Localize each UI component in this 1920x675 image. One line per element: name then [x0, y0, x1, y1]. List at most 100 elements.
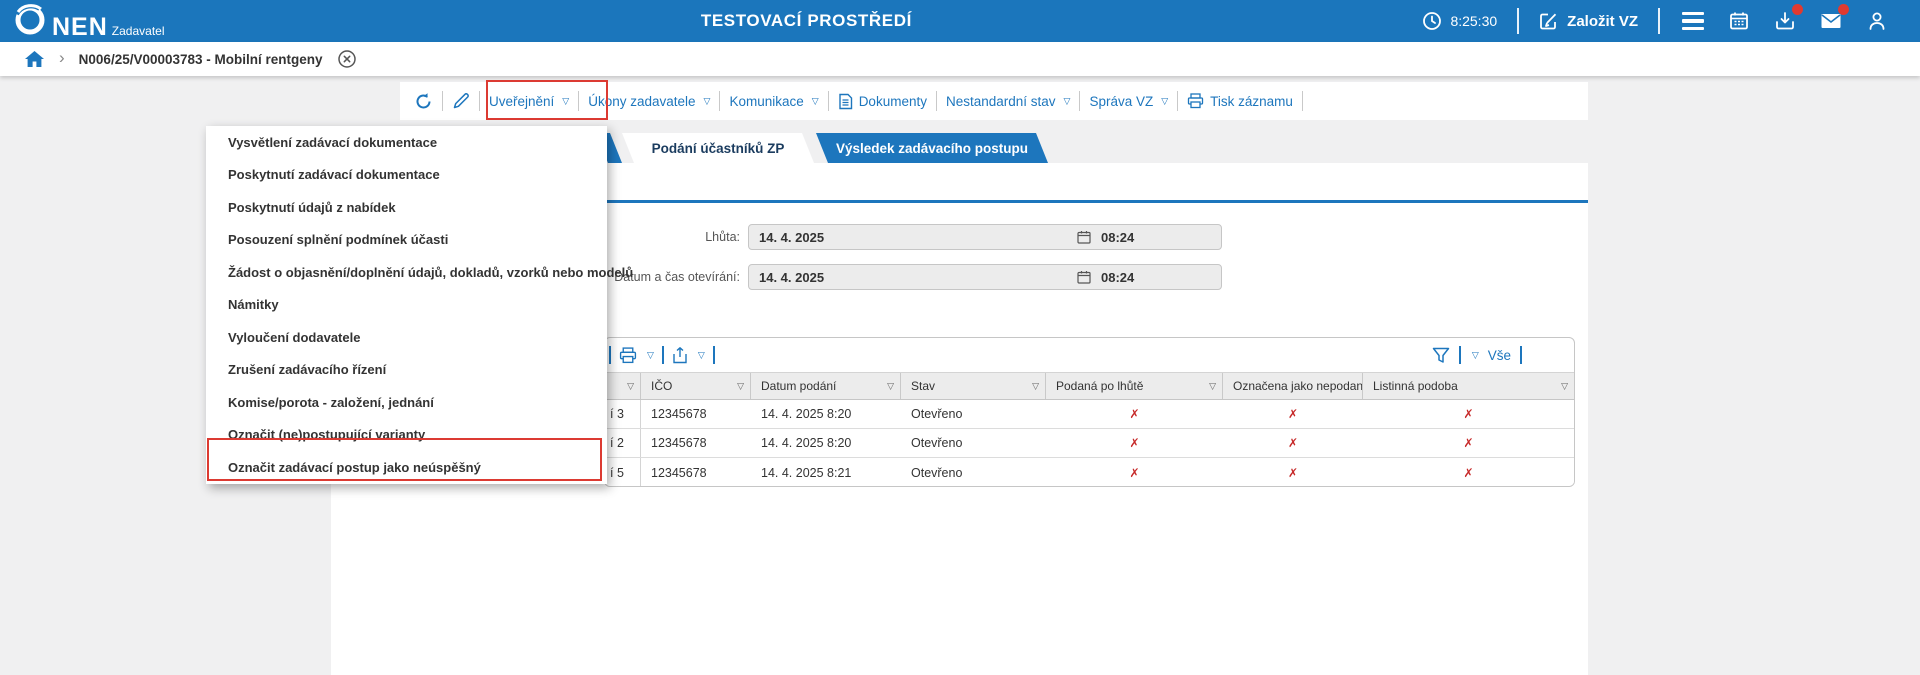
divider: [1517, 8, 1520, 34]
chevron-down-icon: ▽: [1063, 95, 1071, 106]
create-vz-button[interactable]: Založit VZ: [1539, 11, 1638, 31]
menu-item-poskytnuti-udaju[interactable]: Poskytnutí údajů z nabídek: [228, 199, 396, 215]
table-row[interactable]: í 3 12345678 14. 4. 2025 8:20 Otevřeno ✗…: [605, 400, 1574, 429]
chevron-down-icon: ▽: [703, 95, 711, 106]
record-toolbar: Uveřejnění ▽ Úkony zadavatele ▽ Komunikace…: [400, 82, 1588, 120]
column-header-oznacena-jako-nepodana: Označena jako nepodaná▽: [1223, 373, 1363, 399]
date-input[interactable]: 14. 4. 2025: [759, 269, 825, 285]
calendar-button[interactable]: [1726, 8, 1752, 34]
export-icon: [673, 346, 687, 363]
ukony-zadavatele-dropdown: Vysvětlení zadávací dokumentace Poskytnu…: [206, 126, 634, 484]
submissions-table-panel: ▽ ▽ ▽ Vše ▽ IČO ▽ Datum: [604, 337, 1575, 487]
column-header-listinna-podoba: Listinná podoba ▽: [1373, 379, 1568, 393]
cell-x-mark: ✗: [1463, 436, 1474, 450]
cell-name-fragment: í 2: [605, 429, 641, 457]
menu-item-vysvetleni-zd[interactable]: Vysvětlení zadávací dokumentace: [228, 134, 438, 150]
cell-ico: 12345678: [651, 407, 707, 421]
printer-icon: [1188, 93, 1204, 109]
cell-datum-podani: 14. 4. 2025 8:21: [761, 465, 852, 480]
chevron-down-icon[interactable]: ▽: [1471, 349, 1479, 360]
filter-icon[interactable]: ▽: [1561, 380, 1568, 391]
breadcrumb-item[interactable]: N006/25/V00003783 - Mobilní rentgeny: [78, 51, 323, 67]
toolbar-menu-nestandardni-stav[interactable]: Nestandardní stav ▽: [945, 93, 1071, 109]
cell-stav: Otevřeno: [911, 465, 963, 480]
chevron-down-icon[interactable]: ▽: [647, 349, 654, 360]
brand-text: NEN: [52, 13, 108, 41]
filter-icon[interactable]: ▽: [627, 380, 634, 391]
menu-item-poskytnuti-zd[interactable]: Poskytnutí zadávací dokumentace: [228, 167, 440, 183]
edit-button[interactable]: [452, 92, 470, 110]
refresh-button[interactable]: [414, 92, 433, 111]
divider: [578, 91, 580, 111]
table-row[interactable]: í 2 12345678 14. 4. 2025 8:20 Otevřeno ✗…: [605, 429, 1574, 458]
document-icon: [838, 93, 852, 109]
table-row[interactable]: í 5 12345678 14. 4. 2025 8:21 Otevřeno ✗…: [605, 458, 1574, 486]
envelope-icon: [1821, 14, 1841, 28]
toolbar-print-record[interactable]: Tisk záznamu: [1187, 93, 1293, 109]
current-time: 8:25:30: [1450, 13, 1498, 29]
menu-item-komise-porota[interactable]: Komise/porota - založení, jednání: [228, 394, 434, 410]
cell-x-mark: ✗: [1287, 436, 1299, 450]
user-icon: [1869, 12, 1885, 30]
environment-title: TESTOVACÍ PROSTŘEDÍ: [700, 11, 912, 30]
tab-vysledek-postupu[interactable]: Výsledek zadávacího postupu: [816, 133, 1048, 163]
date-input[interactable]: 14. 4. 2025: [759, 229, 825, 245]
menu-item-namitky[interactable]: Námitky: [228, 297, 279, 313]
toolbar-menu-ukony-zadavatele[interactable]: Úkony zadavatele ▽: [588, 93, 711, 109]
toolbar-menu-uverejneni[interactable]: Uveřejnění ▽: [489, 93, 570, 109]
calendar-picker-icon[interactable]: [1077, 270, 1091, 284]
printer-icon: [619, 346, 637, 363]
user-profile-button[interactable]: [1864, 8, 1890, 34]
divider: [1458, 346, 1461, 364]
tab-label: Výsledek zadávacího postupu: [835, 140, 1029, 156]
filter-all-link[interactable]: Vše: [1487, 347, 1511, 363]
calendar-picker-icon[interactable]: [1077, 230, 1091, 244]
cell-x-mark: ✗: [1463, 465, 1474, 480]
table-print-button[interactable]: [619, 346, 637, 364]
tab-label: Podání účastníků ZP: [651, 140, 785, 156]
divider: [442, 91, 443, 111]
menu-item-zruseni-rizeni[interactable]: Zrušení zadávacího řízení: [228, 362, 387, 378]
notification-badge: [1838, 4, 1849, 15]
chevron-down-icon[interactable]: ▽: [697, 349, 705, 360]
filter-icon[interactable]: ▽: [737, 380, 744, 391]
chevron-down-icon: ▽: [562, 95, 570, 106]
chevron-down-icon: ▽: [1161, 95, 1169, 106]
tab-podani-ucastniku[interactable]: Podání účastníků ZP: [622, 133, 814, 163]
toolbar-menu-dokumenty[interactable]: Dokumenty: [838, 93, 927, 110]
time-input[interactable]: 08:24: [1101, 229, 1135, 245]
time-input[interactable]: 08:24: [1101, 269, 1135, 285]
messages-button[interactable]: [1818, 4, 1849, 34]
menu-item-zadost-o-objasneni[interactable]: Žádost o objasnění/doplnění údajů, dokla…: [228, 264, 634, 280]
nen-logo-icon: [14, 4, 45, 35]
divider: [1177, 91, 1179, 111]
toolbar-menu-komunikace[interactable]: Komunikace ▽: [729, 93, 819, 109]
cell-x-mark: ✗: [1129, 436, 1140, 450]
menu-item-posouzeni-podminek[interactable]: Posouzení splnění podmínek účasti: [228, 232, 449, 248]
column-header-ico: IČO ▽: [641, 373, 751, 399]
divider: [719, 91, 721, 111]
field-otevirani: 14. 4. 2025 08:24: [748, 264, 1222, 290]
menu-item-vylouceni-dodavatele[interactable]: Vyloučení dodavatele: [228, 329, 361, 345]
create-vz-label: Založit VZ: [1567, 12, 1638, 30]
main-menu-button[interactable]: [1680, 8, 1706, 34]
filter-funnel-button[interactable]: [1432, 347, 1450, 364]
divider: [827, 91, 829, 111]
inbox-downloads-button[interactable]: [1772, 4, 1803, 34]
menu-item-oznacit-neuspesny[interactable]: Označit zadávací postup jako neúspěšný: [228, 459, 481, 475]
column-header-datum-podani: Datum podání ▽: [751, 373, 901, 399]
home-icon: [25, 50, 44, 67]
filter-icon[interactable]: ▽: [1209, 380, 1216, 391]
filter-icon[interactable]: ▽: [1032, 380, 1039, 391]
notification-badge: [1792, 4, 1803, 15]
menu-item-oznacit-varianty[interactable]: Označit (ne)postupující varianty: [228, 427, 426, 443]
divider: [935, 91, 937, 111]
breadcrumb: › N006/25/V00003783 - Mobilní rentgeny: [0, 42, 1920, 76]
column-header-hidden: ▽: [605, 373, 641, 399]
close-record-button[interactable]: [337, 49, 357, 69]
table-export-button[interactable]: [672, 346, 688, 364]
toolbar-menu-sprava-vz[interactable]: Správa VZ ▽: [1089, 93, 1169, 109]
filter-icon[interactable]: ▽: [887, 380, 894, 391]
nen-logo[interactable]: NEN Zadavatel: [14, 4, 165, 41]
home-button[interactable]: [24, 49, 45, 70]
